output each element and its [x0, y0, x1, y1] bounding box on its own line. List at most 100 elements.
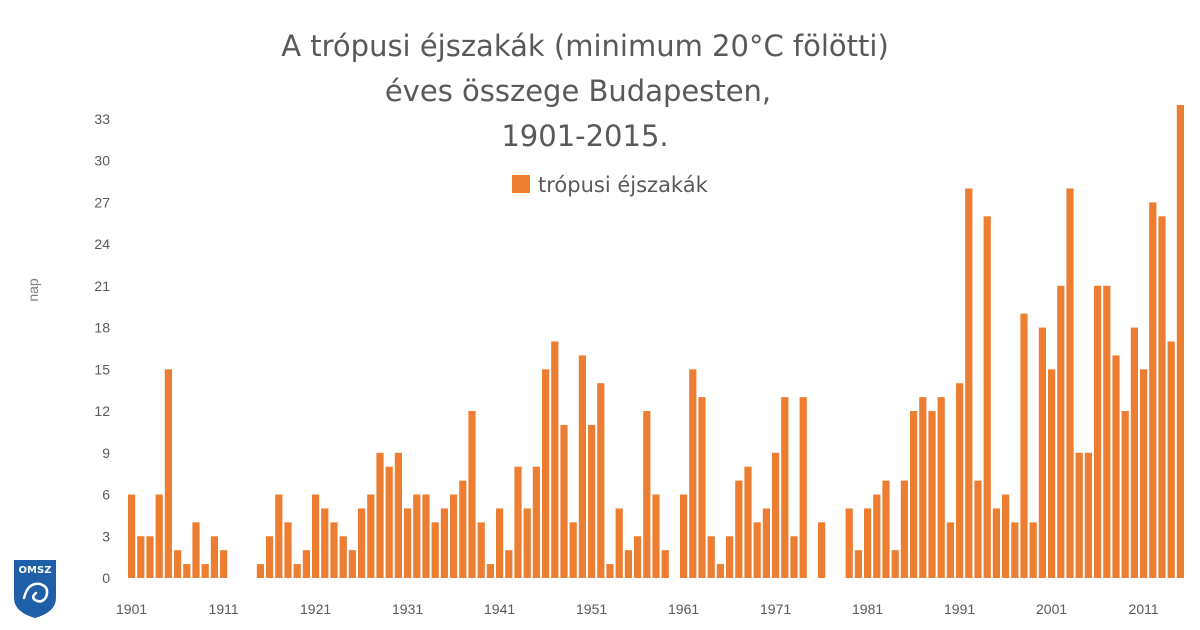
x-tick-label: 1971 [760, 601, 791, 617]
bar [910, 411, 918, 578]
bar [689, 369, 697, 578]
bar [321, 508, 329, 578]
bar [431, 522, 439, 578]
bar [772, 452, 780, 578]
bar [560, 424, 568, 578]
chart-title-line-3: 1901-2015. [501, 119, 668, 153]
bar [707, 536, 715, 578]
x-tick-label: 1941 [484, 601, 515, 617]
bar [799, 397, 807, 578]
bar [1038, 327, 1046, 578]
bar [680, 494, 688, 578]
bar [864, 508, 872, 578]
x-tick-label: 1911 [209, 601, 239, 617]
bar [440, 508, 448, 578]
bar [1029, 522, 1037, 578]
x-tick-label: 1981 [852, 601, 883, 617]
bar [578, 355, 586, 578]
x-tick-label: 2001 [1036, 601, 1067, 617]
bar [137, 536, 145, 578]
y-tick-label: 3 [102, 528, 110, 544]
bar [192, 522, 200, 578]
bar [1121, 411, 1129, 578]
bar [716, 564, 724, 578]
bar [220, 550, 228, 578]
bar [155, 494, 163, 578]
legend: trópusi éjszakák [512, 173, 709, 197]
bar [891, 550, 899, 578]
bar [523, 508, 531, 578]
y-axis-ticks: 0 3 6 9 12 15 18 21 24 27 30 33 [94, 111, 110, 586]
y-tick-label: 21 [94, 278, 110, 294]
bar [624, 550, 632, 578]
bar [1167, 341, 1175, 578]
x-tick-label: 2011 [1129, 601, 1159, 617]
y-tick-label: 33 [94, 111, 110, 127]
x-tick-label: 1961 [668, 601, 699, 617]
x-tick-label: 1901 [116, 601, 147, 617]
bars [128, 105, 1184, 578]
bar [983, 216, 991, 578]
y-tick-label: 30 [94, 153, 110, 169]
bar [882, 480, 890, 578]
bar [128, 494, 136, 578]
bar [762, 508, 770, 578]
bar [1075, 452, 1083, 578]
bar [606, 564, 614, 578]
bar [634, 536, 642, 578]
bar [790, 536, 798, 578]
bar [974, 480, 982, 578]
bar [210, 536, 218, 578]
bar [514, 466, 522, 578]
legend-label: trópusi éjszakák [538, 173, 709, 197]
omsz-logo-text: OMSZ [19, 565, 52, 576]
bar [643, 411, 651, 578]
bar [201, 564, 209, 578]
bar [532, 466, 540, 578]
bar [661, 550, 669, 578]
bar [174, 550, 182, 578]
bar [358, 508, 366, 578]
bar [496, 508, 504, 578]
bar [1103, 285, 1111, 578]
bar [339, 536, 347, 578]
bar [1084, 452, 1092, 578]
bar [164, 369, 172, 578]
bar [735, 480, 743, 578]
bar [1066, 188, 1074, 578]
bar [330, 522, 338, 578]
y-tick-label: 27 [94, 194, 110, 210]
bar [873, 494, 881, 578]
bar [413, 494, 421, 578]
bar [376, 452, 384, 578]
omsz-logo-shield [14, 560, 56, 618]
bar [928, 411, 936, 578]
bar [698, 397, 706, 578]
omsz-logo-swirl-icon [22, 582, 49, 603]
y-tick-label: 9 [102, 445, 110, 461]
bar [1094, 285, 1102, 578]
bar [652, 494, 660, 578]
y-tick-label: 18 [94, 320, 110, 336]
bar [781, 397, 789, 578]
bar [312, 494, 320, 578]
chart-title: A trópusi éjszakák (minimum 20°C fölötti… [281, 29, 889, 153]
bar [183, 564, 191, 578]
bar [965, 188, 973, 578]
bar [302, 550, 310, 578]
bar [266, 536, 274, 578]
bar [422, 494, 430, 578]
chart-title-line-1: A trópusi éjszakák (minimum 20°C fölötti… [281, 29, 889, 63]
bar [1130, 327, 1138, 578]
bar [615, 508, 623, 578]
x-tick-label: 1931 [392, 601, 423, 617]
bar [505, 550, 513, 578]
bar [293, 564, 301, 578]
bar [551, 341, 559, 578]
bar [1140, 369, 1148, 578]
bar [569, 522, 577, 578]
bar [992, 508, 1000, 578]
bar [1158, 216, 1166, 578]
y-tick-label: 0 [102, 570, 110, 586]
